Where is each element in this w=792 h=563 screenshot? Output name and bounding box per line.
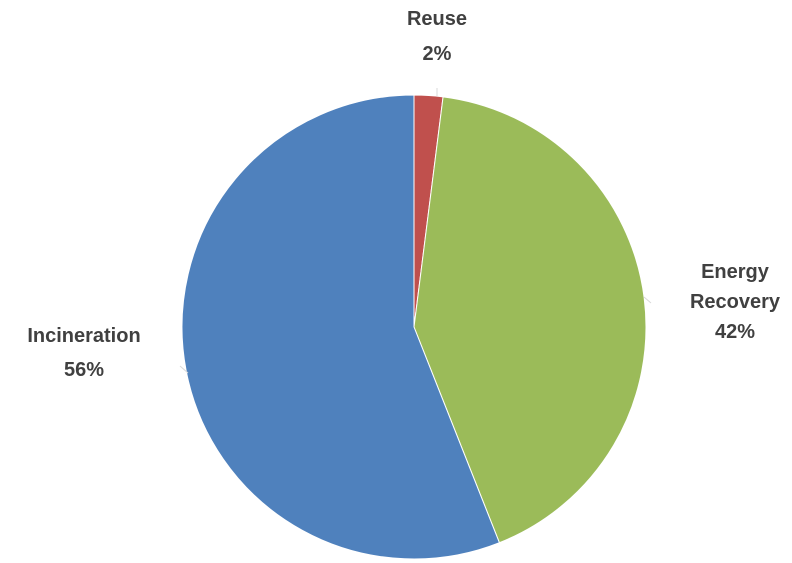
slices-layer — [181, 94, 647, 560]
pie-slice-energy-recovery — [413, 96, 647, 544]
pie-slice-incineration — [181, 94, 501, 560]
data-label-value-reuse: 2% — [423, 43, 452, 65]
data-label-category-incineration: Incineration — [27, 325, 140, 347]
data-label-value-energy-recovery: 42% — [715, 321, 755, 343]
data-labels-layer: Reuse 2% Energy Recovery 42% Incineration 56% — [27, 8, 781, 381]
data-label-category-reuse: Reuse — [407, 8, 467, 30]
leader-line-incineration — [179, 365, 189, 374]
data-label-category-energy-recovery: Energy — [701, 261, 770, 283]
data-label-value-incineration: 56% — [64, 359, 104, 381]
leader-line-energy-recovery — [643, 296, 652, 304]
data-label-category-energy-recovery: Recovery — [690, 291, 781, 313]
leader-lines-layer — [179, 88, 652, 374]
